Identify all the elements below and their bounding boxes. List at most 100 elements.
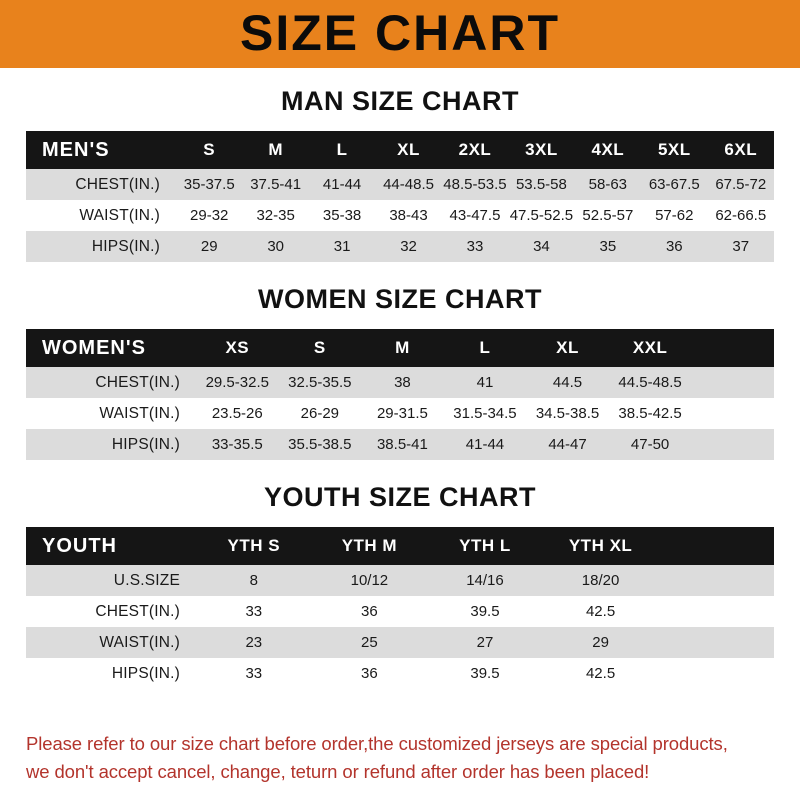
- table-row: U.S.SIZE 8 10/12 14/16 18/20: [26, 565, 774, 596]
- women-measure-value: 38.5-42.5: [618, 405, 682, 422]
- youth-measure-value: 33: [245, 603, 263, 620]
- women-measure-label: WAIST(IN.): [99, 404, 180, 422]
- men-measure-label: WAIST(IN.): [79, 206, 160, 224]
- youth-measure-value: 10/12: [350, 572, 389, 589]
- men-measure-value: 30: [267, 238, 284, 255]
- men-measure-value: 37: [732, 238, 750, 255]
- man-table-head: MEN'S S M L XL 2XL 3XL 4XL 5XL 6XL: [26, 131, 774, 169]
- women-measure-value: 44.5-48.5: [618, 374, 682, 391]
- women-measure-value: 23.5-26: [211, 405, 263, 422]
- youth-table-head: YOUTH YTH S YTH M YTH L YTH XL: [26, 527, 774, 565]
- youth-measure-value: [658, 596, 774, 627]
- women-measure-value: 41: [476, 374, 494, 391]
- men-measure-value: 58-63: [588, 176, 628, 193]
- women-measure-value: 44-47: [548, 436, 587, 453]
- youth-measure-value: 42.5: [585, 665, 616, 682]
- women-measure-value: 32.5-35.5: [288, 374, 352, 391]
- men-measure-value: 29: [200, 238, 218, 255]
- man-size-table-wrap: MEN'S S M L XL 2XL 3XL 4XL 5XL 6XL CHEST(IN.) 35-3…: [26, 131, 774, 262]
- youth-header-row: YOUTH YTH S YTH M YTH L YTH XL: [26, 527, 774, 565]
- women-measure-value: 41-44: [465, 436, 505, 453]
- women-measure-value: [691, 429, 774, 460]
- men-measure-value: 43-47.5: [449, 207, 501, 224]
- men-size-header: M: [268, 140, 283, 159]
- men-measure-label: HIPS(IN.): [91, 237, 160, 255]
- women-measure-label: CHEST(IN.): [95, 373, 180, 391]
- table-row: CHEST(IN.) 29.5-32.5 32.5-35.5 38 41 44.5 44.5…: [26, 367, 774, 398]
- youth-measure-value: 23: [245, 634, 263, 651]
- women-measure-value: 26-29: [300, 405, 340, 422]
- men-size-header: 6XL: [724, 140, 758, 159]
- men-measure-value: 32: [400, 238, 417, 255]
- youth-measure-value: 18/20: [581, 572, 620, 589]
- youth-measure-value: 42.5: [585, 603, 616, 620]
- table-row: CHEST(IN.) 35-37.5 37.5-41 41-44 44-48.5 48.5…: [26, 169, 774, 200]
- women-table-head: WOMEN'S XS S M L XL XXL: [26, 329, 774, 367]
- men-size-header: XL: [397, 140, 420, 159]
- men-measure-value: 35-38: [322, 207, 362, 224]
- women-measure-value: [691, 367, 774, 398]
- youth-measure-value: 39.5: [470, 665, 500, 682]
- youth-measure-value: 27: [476, 634, 494, 651]
- men-size-header: L: [336, 140, 348, 159]
- table-row: WAIST(IN.) 23.5-26 26-29 29-31.5 31.5-34.5 34…: [26, 398, 774, 429]
- women-size-header: L: [479, 338, 491, 357]
- page-title: SIZE CHART: [240, 5, 560, 61]
- youth-measure-value: 25: [361, 634, 378, 651]
- men-measure-value: 67.5-72: [715, 176, 767, 193]
- women-measure-value: 44.5: [552, 374, 583, 391]
- youth-row-label-header: YOUTH: [42, 534, 117, 557]
- women-size-header: XXL: [632, 338, 668, 357]
- women-measure-value: 47-50: [630, 436, 670, 453]
- women-measure-value: 35.5-38.5: [288, 436, 352, 453]
- men-measure-value: 48.5-53.5: [443, 176, 507, 193]
- men-measure-value: 31: [333, 238, 351, 255]
- youth-table-body: U.S.SIZE 8 10/12 14/16 18/20 CHEST(IN.) 33 36 39…: [26, 565, 774, 689]
- table-row: HIPS(IN.) 33 36 39.5 42.5: [26, 658, 774, 689]
- page-banner: SIZE CHART: [0, 0, 800, 68]
- women-measure-value: [691, 398, 774, 429]
- women-measure-value: 29.5-32.5: [205, 374, 269, 391]
- men-header-row: MEN'S S M L XL 2XL 3XL 4XL 5XL 6XL: [26, 131, 774, 169]
- youth-measure-label: WAIST(IN.): [99, 633, 180, 651]
- table-row: HIPS(IN.) 33-35.5 35.5-38.5 38.5-41 41-44 44-…: [26, 429, 774, 460]
- women-measure-value: 38.5-41: [376, 436, 428, 453]
- men-size-header: 2XL: [458, 140, 492, 159]
- youth-measure-value: 29: [592, 634, 609, 651]
- youth-size-header: YTH L: [459, 536, 511, 555]
- youth-measure-label: U.S.SIZE: [113, 571, 180, 589]
- man-table-body: CHEST(IN.) 35-37.5 37.5-41 41-44 44-48.5 48.5…: [26, 169, 774, 262]
- women-measure-value: 29-31.5: [376, 405, 428, 422]
- youth-measure-value: 39.5: [470, 603, 500, 620]
- men-size-header: 3XL: [525, 140, 558, 159]
- men-size-header: 4XL: [591, 140, 625, 159]
- men-size-header: 5XL: [657, 140, 691, 159]
- section-title-man: MAN SIZE CHART: [281, 86, 519, 116]
- men-measure-value: 34: [533, 238, 550, 255]
- youth-measure-value: 14/16: [466, 572, 504, 589]
- men-measure-value: 52.5-57: [582, 207, 634, 224]
- youth-size-header: YTH XL: [568, 536, 633, 555]
- men-measure-value: 32-35: [256, 207, 295, 224]
- youth-size-header: YTH M: [341, 536, 398, 555]
- men-row-label-header: MEN'S: [42, 138, 110, 161]
- men-measure-value: 36: [665, 238, 683, 255]
- youth-size-header: YTH S: [227, 536, 281, 555]
- table-row: HIPS(IN.) 29 30 31 32 33 34 35 36 37: [26, 231, 774, 262]
- women-table-body: CHEST(IN.) 29.5-32.5 32.5-35.5 38 41 44.5 44.5…: [26, 367, 774, 460]
- youth-measure-value: 33: [245, 665, 263, 682]
- women-size-header: XL: [556, 338, 579, 357]
- women-measure-value: 31.5-34.5: [453, 405, 517, 422]
- youth-measure-label: HIPS(IN.): [111, 664, 180, 682]
- men-measure-value: 53.5-58: [515, 176, 567, 193]
- men-measure-value: 44-48.5: [383, 176, 434, 193]
- youth-measure-label: CHEST(IN.): [95, 602, 180, 620]
- men-measure-value: 47.5-52.5: [509, 207, 574, 224]
- section-title-women: WOMEN SIZE CHART: [258, 284, 542, 314]
- youth-measure-value: [658, 658, 774, 689]
- youth-size-header: [658, 527, 774, 565]
- men-measure-value: 41-44: [322, 176, 362, 193]
- youth-size-table-wrap: YOUTH YTH S YTH M YTH L YTH XL U.S.SIZE 8 10/1…: [26, 527, 774, 689]
- men-measure-value: 38-43: [389, 207, 428, 224]
